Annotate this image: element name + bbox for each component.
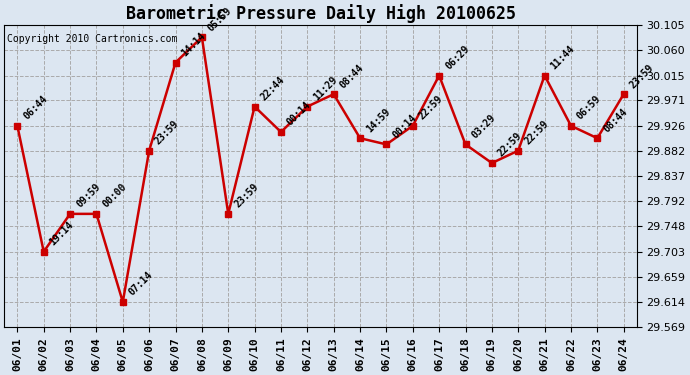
- Text: 03:29: 03:29: [470, 112, 497, 140]
- Text: 08:44: 08:44: [338, 62, 366, 90]
- Text: 23:59: 23:59: [233, 182, 260, 210]
- Text: 23:59: 23:59: [628, 62, 655, 90]
- Text: 19:14: 19:14: [48, 220, 76, 248]
- Text: 11:44: 11:44: [549, 44, 577, 71]
- Text: 00:14: 00:14: [391, 112, 418, 140]
- Text: 14:14: 14:14: [179, 30, 208, 58]
- Text: 05:59: 05:59: [206, 5, 234, 33]
- Text: 22:59: 22:59: [496, 131, 524, 159]
- Text: 00:14: 00:14: [285, 100, 313, 128]
- Text: 22:59: 22:59: [417, 94, 445, 122]
- Text: 11:29: 11:29: [311, 75, 339, 102]
- Text: 08:44: 08:44: [602, 106, 629, 134]
- Text: 09:59: 09:59: [75, 182, 102, 210]
- Text: 22:59: 22:59: [522, 118, 550, 147]
- Text: 06:59: 06:59: [575, 94, 603, 122]
- Text: 23:59: 23:59: [153, 118, 181, 147]
- Text: Copyright 2010 Cartronics.com: Copyright 2010 Cartronics.com: [8, 34, 178, 44]
- Text: 06:44: 06:44: [21, 94, 50, 122]
- Text: 07:14: 07:14: [127, 270, 155, 298]
- Text: 14:59: 14:59: [364, 106, 392, 134]
- Text: 00:00: 00:00: [101, 182, 128, 210]
- Text: 22:44: 22:44: [259, 75, 286, 102]
- Title: Barometric Pressure Daily High 20100625: Barometric Pressure Daily High 20100625: [126, 4, 515, 23]
- Text: 06:29: 06:29: [443, 44, 471, 71]
